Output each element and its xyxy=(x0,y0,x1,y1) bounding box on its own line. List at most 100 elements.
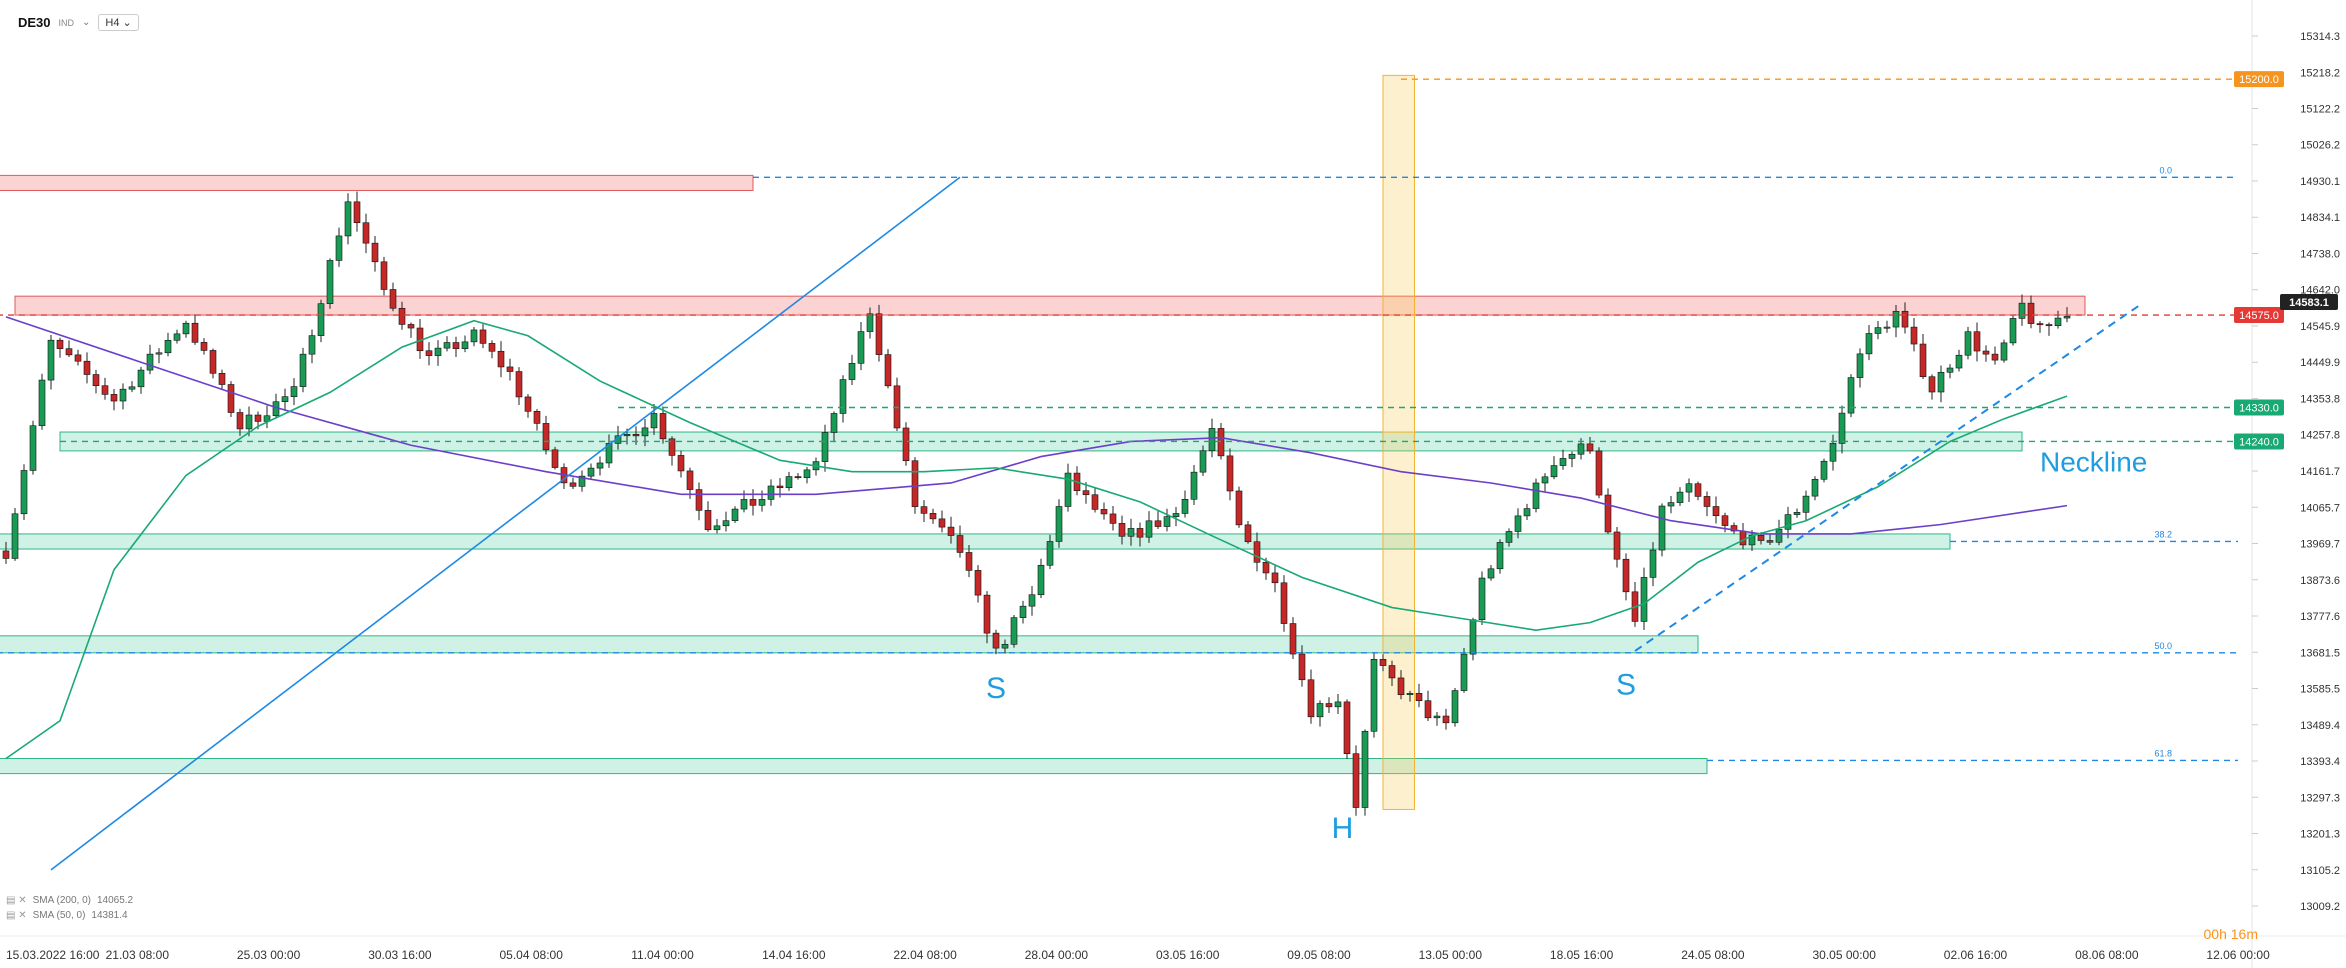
candle-body xyxy=(668,438,676,456)
candle-body xyxy=(1163,516,1171,527)
x-tick-label: 18.05 16:00 xyxy=(1550,948,1614,962)
candle-body xyxy=(362,222,370,244)
candle-body xyxy=(1757,534,1765,541)
timeframe-select[interactable]: H4 ⌄ xyxy=(98,14,139,31)
legend-item[interactable]: ▤ ✕ SMA (50, 0) 14381.4 xyxy=(6,908,133,923)
candle-body xyxy=(2018,302,2026,319)
neckline-label: Neckline xyxy=(2040,447,2147,478)
candle-body xyxy=(1730,525,1738,532)
indicator-settings-icon[interactable]: ▤ ✕ xyxy=(6,910,27,921)
candle-body xyxy=(1703,496,1711,507)
y-tick-label: 13201.3 xyxy=(2300,828,2340,840)
trend-line[interactable] xyxy=(50,176,961,871)
candle-body xyxy=(1190,471,1198,500)
candle-body xyxy=(1928,376,1936,393)
candle-timer: 00h 16m xyxy=(2203,926,2258,942)
candle-body xyxy=(839,379,847,414)
candle-body xyxy=(1721,515,1729,526)
neckline[interactable] xyxy=(1634,304,2140,652)
x-tick-label: 25.03 00:00 xyxy=(237,948,301,962)
candle-body xyxy=(515,371,523,398)
candle-body xyxy=(1406,693,1414,696)
candle-body xyxy=(848,363,856,380)
candle-layer xyxy=(2,191,2071,816)
candle-body xyxy=(1253,541,1261,563)
candle-body xyxy=(1091,494,1099,510)
y-tick-label: 13105.2 xyxy=(2300,865,2340,877)
candle-body xyxy=(1937,371,1945,393)
candle-body xyxy=(227,384,235,413)
symbol-suffix: IND xyxy=(58,17,75,28)
candle-body xyxy=(1667,502,1675,507)
candle-body xyxy=(533,411,541,424)
candle-body xyxy=(587,467,595,477)
candle-body xyxy=(128,386,136,390)
zone-layer xyxy=(0,74,2086,810)
symbol-label[interactable]: DE30 xyxy=(18,15,51,30)
price-tag xyxy=(2234,399,2284,416)
drawing-layer[interactable] xyxy=(0,78,2238,871)
candle-body xyxy=(731,508,739,521)
candle-body xyxy=(1523,508,1531,517)
legend-value: 14065.2 xyxy=(96,895,134,906)
y-tick-label: 15026.2 xyxy=(2300,140,2340,152)
candle-body xyxy=(803,469,811,479)
candle-body xyxy=(1973,331,1981,352)
candle-body xyxy=(1064,472,1072,507)
candle-body xyxy=(1802,495,1810,513)
pattern-label: H xyxy=(1332,812,1354,845)
candle-body xyxy=(74,354,82,362)
x-tick-label: 21.03 08:00 xyxy=(106,948,170,962)
fib-level-label: 61.8 xyxy=(2154,748,2172,758)
legend-item[interactable]: ▤ ✕ SMA (200, 0) 14065.2 xyxy=(6,893,133,908)
candle-body xyxy=(1172,513,1180,517)
range-box xyxy=(1382,74,1415,433)
candle-body xyxy=(920,506,928,514)
candle-body xyxy=(209,350,217,374)
y-tick-label: 14545.9 xyxy=(2300,321,2340,333)
candle-body xyxy=(245,414,253,430)
price-tag xyxy=(2234,71,2284,88)
candle-body xyxy=(1955,354,1963,369)
candle-body xyxy=(164,339,172,354)
candle-body xyxy=(1109,513,1117,524)
candle-body xyxy=(1505,531,1513,543)
candle-body xyxy=(101,385,109,395)
candle-body xyxy=(677,455,685,472)
candle-body xyxy=(353,201,361,224)
candle-body xyxy=(344,201,352,237)
candle-body xyxy=(1316,703,1324,718)
candle-body xyxy=(1613,531,1621,560)
candle-body xyxy=(1370,659,1378,732)
support-zone xyxy=(0,635,1699,654)
candle-body xyxy=(1622,558,1630,593)
resistance-zone xyxy=(14,295,2086,316)
candle-body xyxy=(38,379,46,427)
candle-body xyxy=(146,353,154,371)
indicator-settings-icon[interactable]: ▤ ✕ xyxy=(6,895,27,906)
chevron-down-icon[interactable]: ⌄ xyxy=(82,17,91,28)
candle-body xyxy=(1343,701,1351,755)
candle-body xyxy=(2027,302,2035,324)
candle-body xyxy=(1586,443,1594,452)
candle-body xyxy=(1046,541,1054,566)
candle-body xyxy=(1334,701,1342,708)
legend-label: SMA (50, 0) xyxy=(32,910,86,921)
candle-body xyxy=(47,339,55,381)
candle-body xyxy=(740,499,748,510)
candle-body xyxy=(1019,605,1027,618)
candle-body xyxy=(1118,523,1126,537)
candle-body xyxy=(1901,310,1909,328)
candle-body xyxy=(1496,542,1504,570)
candle-body xyxy=(524,396,532,412)
candle-body xyxy=(1325,703,1333,708)
candle-body xyxy=(1694,483,1702,497)
candle-body xyxy=(704,510,712,531)
candle-body xyxy=(767,485,775,500)
x-tick-label: 12.06 00:00 xyxy=(2206,948,2270,962)
indicator-legend: ▤ ✕ SMA (200, 0) 14065.2 ▤ ✕ SMA (50, 0)… xyxy=(6,893,133,923)
y-tick-label: 13489.4 xyxy=(2300,720,2340,732)
candle-body xyxy=(506,366,514,372)
candle-body xyxy=(1208,428,1216,452)
